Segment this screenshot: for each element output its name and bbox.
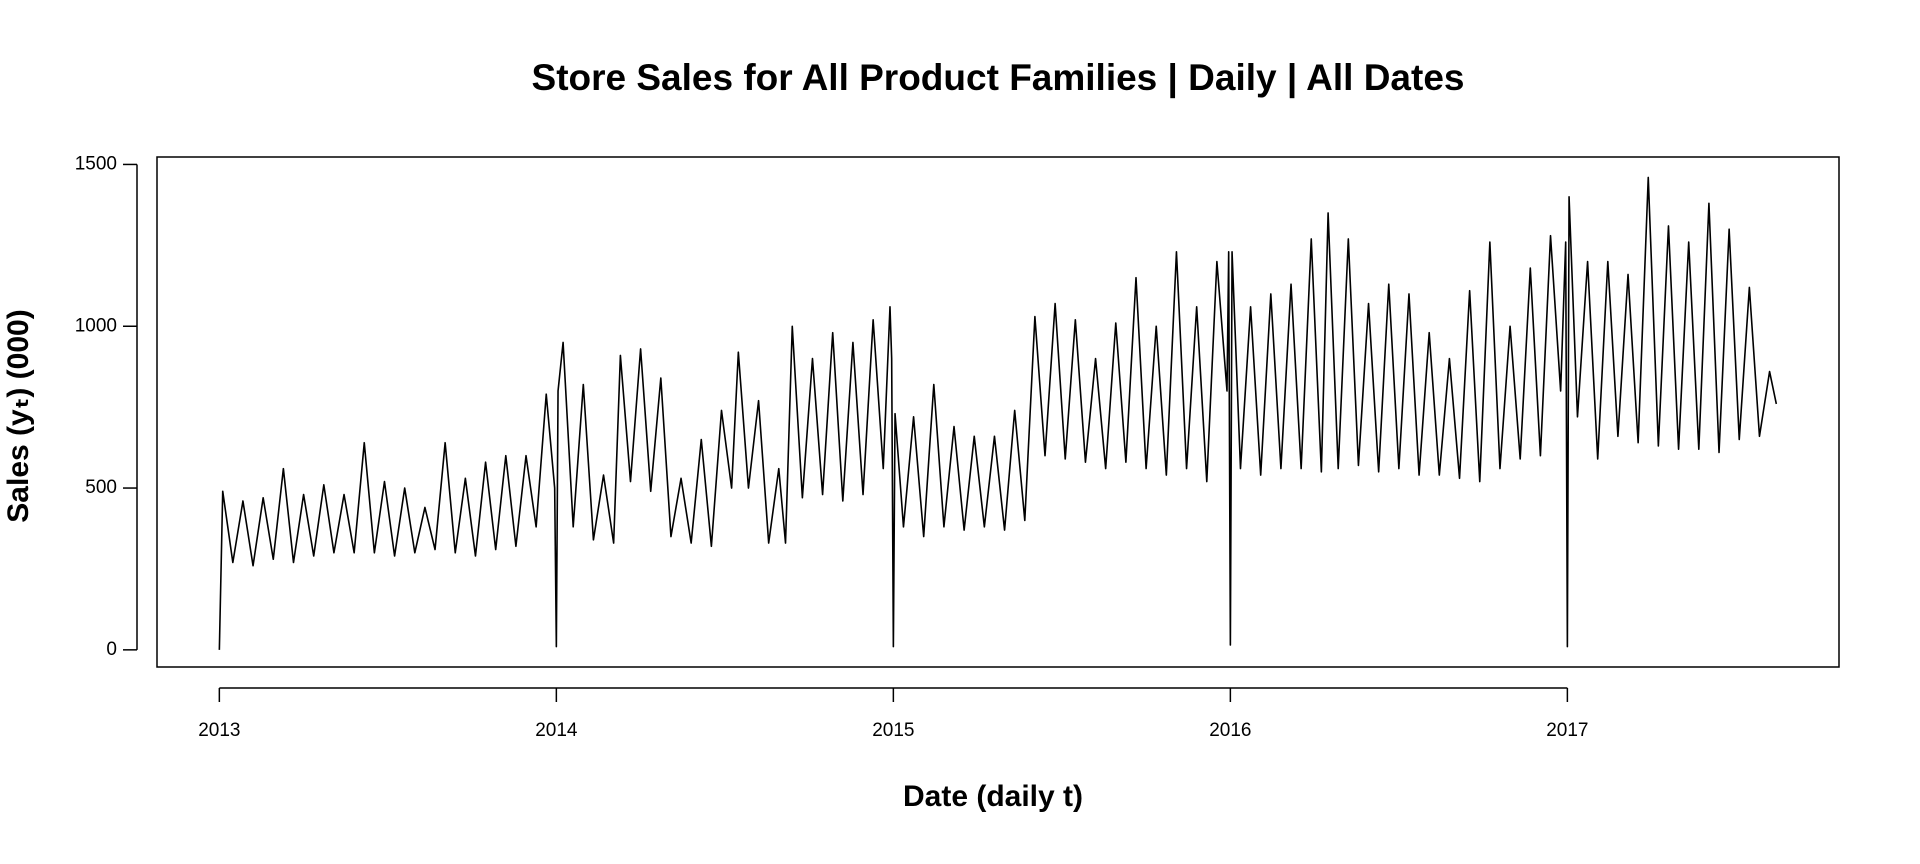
y-tick-label: 1000 [75,315,117,336]
x-axis-label: Date (daily t) [903,780,1083,813]
chart-title: Store Sales for All Product Families | D… [532,57,1465,99]
x-tick-label: 2017 [1546,720,1588,741]
x-tick-label: 2013 [198,720,240,741]
y-tick-label: 1500 [75,153,117,174]
x-tick-label: 2016 [1209,720,1251,741]
x-tick-label: 2015 [872,720,914,741]
sales-line [218,176,1778,650]
plot-frame [156,156,1840,668]
y-tick-label: 0 [106,639,117,660]
y-tick-label: 500 [85,477,117,498]
x-tick-label: 2014 [535,720,578,741]
y-axis-label: Sales (yₜ) (000) [2,309,35,522]
